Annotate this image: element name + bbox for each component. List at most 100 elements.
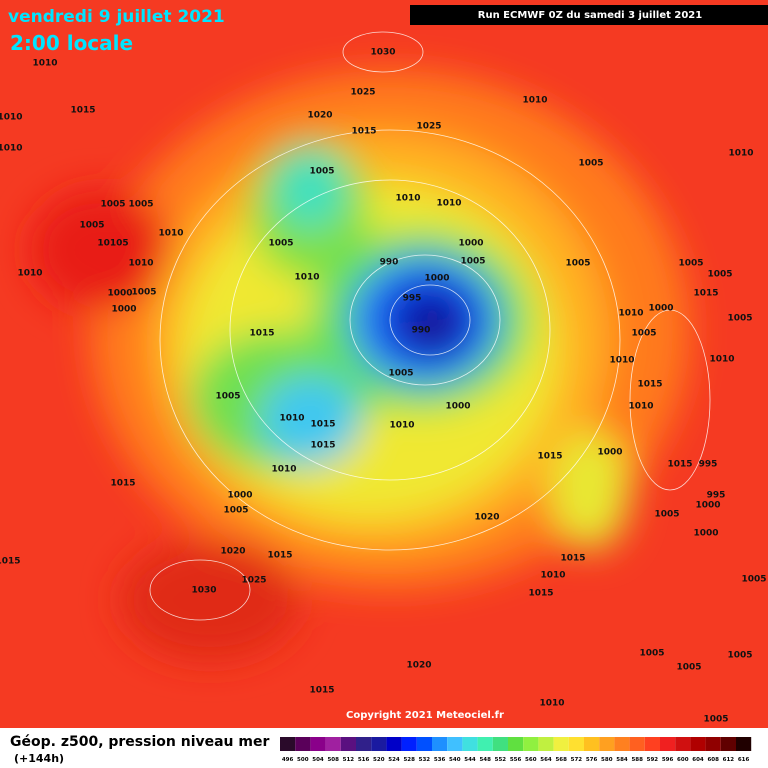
colorbar-label: 600 (677, 757, 689, 763)
isobar-label: 1015 (0, 557, 21, 567)
isobar-label: 1020 (406, 661, 431, 671)
isobar-label: 1010 (158, 229, 183, 239)
isobar-label: 1000 (693, 529, 718, 539)
colorbar-swatch (432, 737, 448, 751)
colorbar-swatch (736, 737, 752, 751)
isobar-label: 1000 (648, 304, 673, 314)
isobar-label: 995 (699, 460, 718, 470)
colorbar-swatch (553, 737, 569, 751)
isobar-label: 1000 (424, 274, 449, 284)
isobar-label: 1025 (350, 88, 375, 98)
isobar-label: 1010 (609, 356, 634, 366)
isobar-label: 1010 (628, 402, 653, 412)
map-field (0, 0, 768, 728)
isobar-label: 1015 (310, 441, 335, 451)
isobar-label: 990 (412, 326, 431, 336)
isobar-label: 1005 (309, 167, 334, 177)
colorbar-label: 496 (282, 757, 294, 763)
isobar-label: 1020 (307, 111, 332, 121)
isobar-label: 1005 (741, 575, 766, 585)
isobar-label: 1000 (107, 289, 132, 299)
isobar-label: 1015 (667, 460, 692, 470)
isobar-label: 1015 (310, 420, 335, 430)
colorbar-swatch (416, 737, 432, 751)
colorbar-label: 552 (495, 757, 507, 763)
isobar-label: 1015 (560, 554, 585, 564)
isobar-label: 1000 (597, 448, 622, 458)
colorbar-swatch (644, 737, 660, 751)
colorbar-swatch (371, 737, 387, 751)
colorbar-label: 608 (707, 757, 719, 763)
isobar-label: 1005 (100, 200, 125, 210)
colorbar-label: 520 (373, 757, 385, 763)
isobar-label: 1000 (695, 501, 720, 511)
colorbar-label: 516 (358, 757, 370, 763)
isobar-label: 995 (707, 491, 726, 501)
colorbar-swatch (340, 737, 356, 751)
colorbar-swatch (477, 737, 493, 751)
colorbar-label: 504 (312, 757, 324, 763)
colorbar-swatch (325, 737, 341, 751)
isobar-label: 1015 (267, 551, 292, 561)
colorbar-swatch (295, 737, 311, 751)
colorbar-label: 500 (297, 757, 309, 763)
map-subtitle: 2:00 locale (10, 31, 133, 55)
colorbar-swatch (462, 737, 478, 751)
colorbar-label: 584 (616, 757, 628, 763)
isobar-labels: 1030 1010 1025 1010 1010 1015 1020 1015 1025 1010… (0, 48, 767, 725)
colorbar-swatch (523, 737, 539, 751)
colorbar-label: 524 (388, 757, 400, 763)
isobar-label: 995 (403, 294, 422, 304)
isobar-label: 1030 (370, 48, 395, 58)
isobar-label: 1000 (458, 239, 483, 249)
isobar-label: 1030 (191, 586, 216, 596)
colorbar-label: 512 (343, 757, 355, 763)
colorbar-label: 572 (571, 757, 583, 763)
isobar-label: 1010 (128, 259, 153, 269)
isobar-label: 1010 (522, 96, 547, 106)
isobar-label: 1005 (268, 239, 293, 249)
colorbar-label: 544 (464, 757, 476, 763)
isobar-label: 1000 (227, 491, 252, 501)
colorbar-label: 508 (327, 757, 339, 763)
isobar-label: 1015 (351, 127, 376, 137)
colorbar-swatch (660, 737, 676, 751)
colorbar-swatch (599, 737, 615, 751)
colorbar-swatch (675, 737, 691, 751)
isobar-label: 1025 (241, 576, 266, 586)
copyright: Copyright 2021 Meteociel.fr (346, 710, 504, 721)
colorbar: 496 500 504 508 512 516 520 524 528 532 536 540 544 5… (280, 737, 752, 763)
colorbar-label: 580 (601, 757, 613, 763)
isobar-label: 1015 (249, 329, 274, 339)
colorbar-label: 532 (419, 757, 431, 763)
colorbar-swatch (280, 737, 296, 751)
isobar-label: 1010 (618, 309, 643, 319)
colorbar-label: 604 (692, 757, 704, 763)
isobar-label: 1005 (727, 651, 752, 661)
isobar-label: 1005 (131, 288, 156, 298)
colorbar-label: 612 (723, 757, 735, 763)
footer-lead: (+144h) (14, 752, 64, 765)
colorbar-label: 576 (586, 757, 598, 763)
colorbar-swatch (614, 737, 630, 751)
colorbar-swatch (690, 737, 706, 751)
isobar-label: 1010 (294, 273, 319, 283)
isobar-label: 1015 (309, 686, 334, 696)
colorbar-label: 616 (738, 757, 750, 763)
isobar-label: 1015 (537, 452, 562, 462)
run-box (410, 5, 768, 25)
isobar-label: 1010 (728, 149, 753, 159)
colorbar-swatch (356, 737, 372, 751)
colorbar-swatch (386, 737, 402, 751)
isobar-label: 1010 (539, 699, 564, 709)
isobar-label: 1025 (416, 122, 441, 132)
colorbar-swatch (629, 737, 645, 751)
colorbar-label: 592 (647, 757, 659, 763)
isobar-label: 1005 (678, 259, 703, 269)
isobar-label: 1005 (639, 649, 664, 659)
isobar-label: 1005 (707, 270, 732, 280)
colorbar-label: 528 (403, 757, 415, 763)
isobar-label: 1020 (220, 547, 245, 557)
colorbar-label: 536 (434, 757, 446, 763)
colorbar-swatch (492, 737, 508, 751)
